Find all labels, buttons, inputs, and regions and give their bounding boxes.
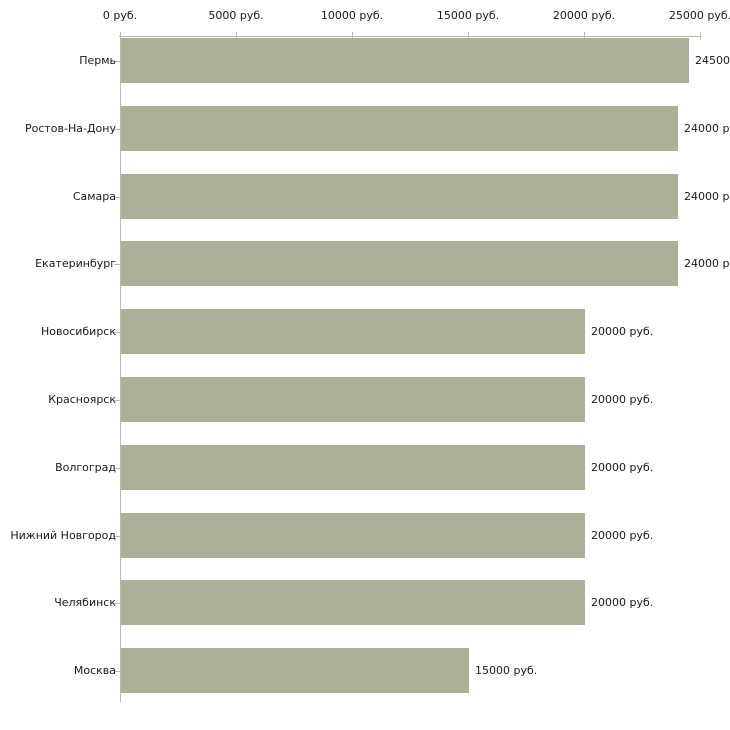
value-label: 24500 руб. xyxy=(695,54,730,67)
category-label: Волгоград xyxy=(55,461,116,474)
x-axis-tick-label: 10000 руб. xyxy=(320,9,384,22)
value-label: 20000 руб. xyxy=(591,461,654,474)
bar[interactable] xyxy=(121,445,585,490)
x-axis-tick xyxy=(120,32,121,40)
y-axis-tick xyxy=(114,536,120,537)
category-label: Челябинск xyxy=(54,596,116,609)
category-label: Ростов-На-Дону xyxy=(24,122,116,135)
category-label: Красноярск xyxy=(48,393,116,406)
x-axis-tick-label: 0 руб. xyxy=(102,9,138,22)
bar[interactable] xyxy=(121,513,585,558)
x-axis-line xyxy=(119,36,701,37)
category-label: Екатеринбург xyxy=(35,257,116,270)
category-label: Пермь xyxy=(79,54,116,67)
y-axis-line xyxy=(120,36,121,702)
x-axis-tick-label: 15000 руб. xyxy=(436,9,500,22)
x-axis-tick xyxy=(468,32,469,40)
y-axis-tick xyxy=(114,603,120,604)
value-label: 24000 руб. xyxy=(684,257,730,270)
category-label: Нижний Новгород xyxy=(10,529,116,542)
value-label: 20000 руб. xyxy=(591,596,654,609)
bar[interactable] xyxy=(121,580,585,625)
category-label: Самара xyxy=(72,190,116,203)
x-axis-tick-label: 20000 руб. xyxy=(552,9,616,22)
bar[interactable] xyxy=(121,309,585,354)
bar[interactable] xyxy=(121,648,469,693)
value-label: 20000 руб. xyxy=(591,529,654,542)
x-axis-tick-label: 5000 руб. xyxy=(208,9,264,22)
y-axis-tick xyxy=(114,197,120,198)
y-axis-tick xyxy=(114,671,120,672)
bar[interactable] xyxy=(121,241,678,286)
value-label: 20000 руб. xyxy=(591,325,654,338)
category-label: Новосибирск xyxy=(40,325,116,338)
bar[interactable] xyxy=(121,106,678,151)
y-axis-tick xyxy=(114,129,120,130)
value-label: 20000 руб. xyxy=(591,393,654,406)
value-label: 24000 руб. xyxy=(684,190,730,203)
x-axis-tick xyxy=(700,32,701,40)
y-axis-tick xyxy=(114,400,120,401)
value-label: 24000 руб. xyxy=(684,122,730,135)
x-axis-tick-label: 25000 руб. xyxy=(668,9,730,22)
bar[interactable] xyxy=(121,38,689,83)
y-axis-tick xyxy=(114,264,120,265)
x-axis-tick xyxy=(352,32,353,40)
y-axis-tick xyxy=(114,61,120,62)
y-axis-tick xyxy=(114,332,120,333)
category-label: Москва xyxy=(73,664,116,677)
y-axis-tick xyxy=(114,468,120,469)
bar[interactable] xyxy=(121,174,678,219)
value-label: 15000 руб. xyxy=(475,664,538,677)
x-axis-tick xyxy=(236,32,237,40)
bar[interactable] xyxy=(121,377,585,422)
x-axis-tick xyxy=(584,32,585,40)
